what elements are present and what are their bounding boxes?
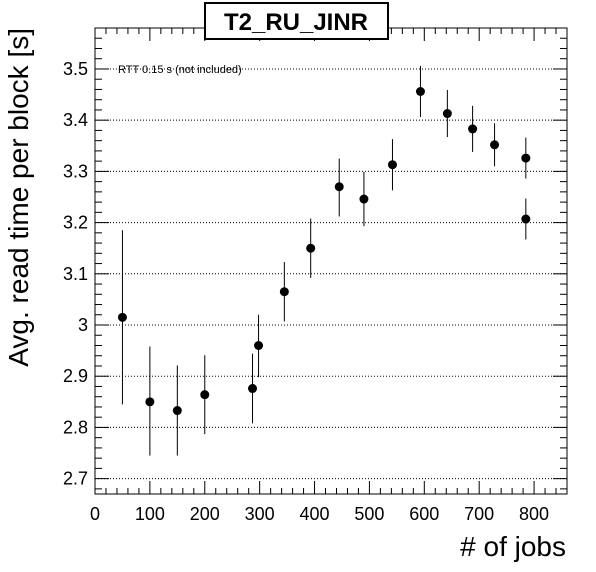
data-point-9 (359, 194, 369, 204)
data-point-1 (145, 397, 155, 407)
y-tick-label-1: 2.8 (63, 417, 88, 437)
y-tick-label-0: 2.7 (63, 469, 88, 489)
x-tick-label-7: 700 (464, 504, 494, 524)
data-point-3 (200, 390, 210, 400)
x-tick-labels: 0 100 200 300 400 500 600 700 800 (90, 504, 549, 524)
x-tick-label-8: 800 (519, 504, 549, 524)
data-point-16 (521, 214, 531, 224)
x-tick-label-5: 500 (354, 504, 384, 524)
title-border (204, 2, 389, 40)
data-point-2 (172, 406, 182, 416)
data-point-15 (521, 153, 531, 163)
y-tick-label-5: 3.2 (63, 213, 88, 233)
axis-ticks (94, 27, 568, 494)
y-tick-label-7: 3.4 (63, 110, 88, 130)
x-axis-label: # of jobs (460, 531, 566, 562)
y-tick-label-4: 3.1 (63, 264, 88, 284)
data-point-10 (387, 160, 397, 170)
data-point-0 (117, 312, 127, 322)
data-point-5 (254, 340, 264, 350)
x-tick-label-1: 100 (135, 504, 165, 524)
y-tick-labels: 2.7 2.8 2.9 3 3.1 3.2 3.3 3.4 3.5 (63, 59, 88, 489)
x-tick-label-6: 600 (409, 504, 439, 524)
x-tick-label-2: 200 (190, 504, 220, 524)
y-axis-label: Avg. read time per block [s] (3, 28, 34, 367)
data-points (117, 65, 531, 456)
data-point-11 (415, 86, 425, 96)
data-point-12 (442, 109, 452, 119)
y-tick-label-2: 2.9 (63, 366, 88, 386)
data-point-8 (334, 182, 344, 192)
data-point-7 (306, 243, 316, 253)
annotation-text: RTT 0.15 s (not included) (118, 64, 242, 76)
y-tick-label-6: 3.3 (63, 161, 88, 181)
y-tick-label-3: 3 (78, 315, 88, 335)
plot-frame (94, 27, 568, 495)
data-point-13 (468, 124, 478, 134)
x-tick-label-3: 300 (245, 504, 275, 524)
grid-lines (95, 68, 567, 480)
x-tick-label-0: 0 (90, 504, 100, 524)
data-point-6 (279, 287, 289, 297)
x-tick-label-4: 400 (300, 504, 330, 524)
title-box: T2_RU_JINR (204, 2, 389, 40)
data-point-4 (248, 384, 258, 394)
chart-title: T2_RU_JINR (224, 9, 368, 36)
y-tick-label-8: 3.5 (63, 59, 88, 79)
data-point-14 (490, 140, 500, 150)
